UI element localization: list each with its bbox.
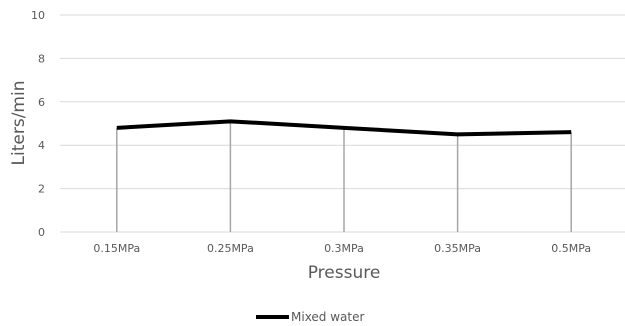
y-tick-4: 4: [38, 139, 45, 152]
x-tick-0.3MPa: 0.3MPa: [324, 242, 364, 255]
x-tick-labels: 0.15MPa 0.25MPa 0.3MPa 0.35MPa 0.5MPa: [93, 242, 591, 255]
y-tick-0: 0: [38, 226, 45, 239]
series-line-0: [116, 119, 572, 137]
y-tick-2: 2: [38, 183, 45, 196]
y-axis-title: Liters/min: [9, 81, 29, 166]
drop-lines: [116, 121, 572, 232]
y-tick-6: 6: [38, 96, 45, 109]
x-tick-0.15MPa: 0.15MPa: [93, 242, 140, 255]
y-tick-10: 10: [31, 9, 45, 22]
x-tick-0.25MPa: 0.25MPa: [207, 242, 254, 255]
x-axis-title: Pressure: [308, 263, 381, 283]
y-tick-labels: 0 2 4 6 8 10: [31, 9, 45, 239]
x-tick-0.35MPa: 0.35MPa: [434, 242, 481, 255]
series-lines: [116, 119, 572, 137]
y-tick-8: 8: [38, 52, 45, 65]
legend: Mixed water: [256, 310, 364, 324]
y-gridlines: [60, 14, 625, 233]
legend-label: Mixed water: [291, 310, 364, 324]
x-tick-0.5MPa: 0.5MPa: [551, 242, 591, 255]
